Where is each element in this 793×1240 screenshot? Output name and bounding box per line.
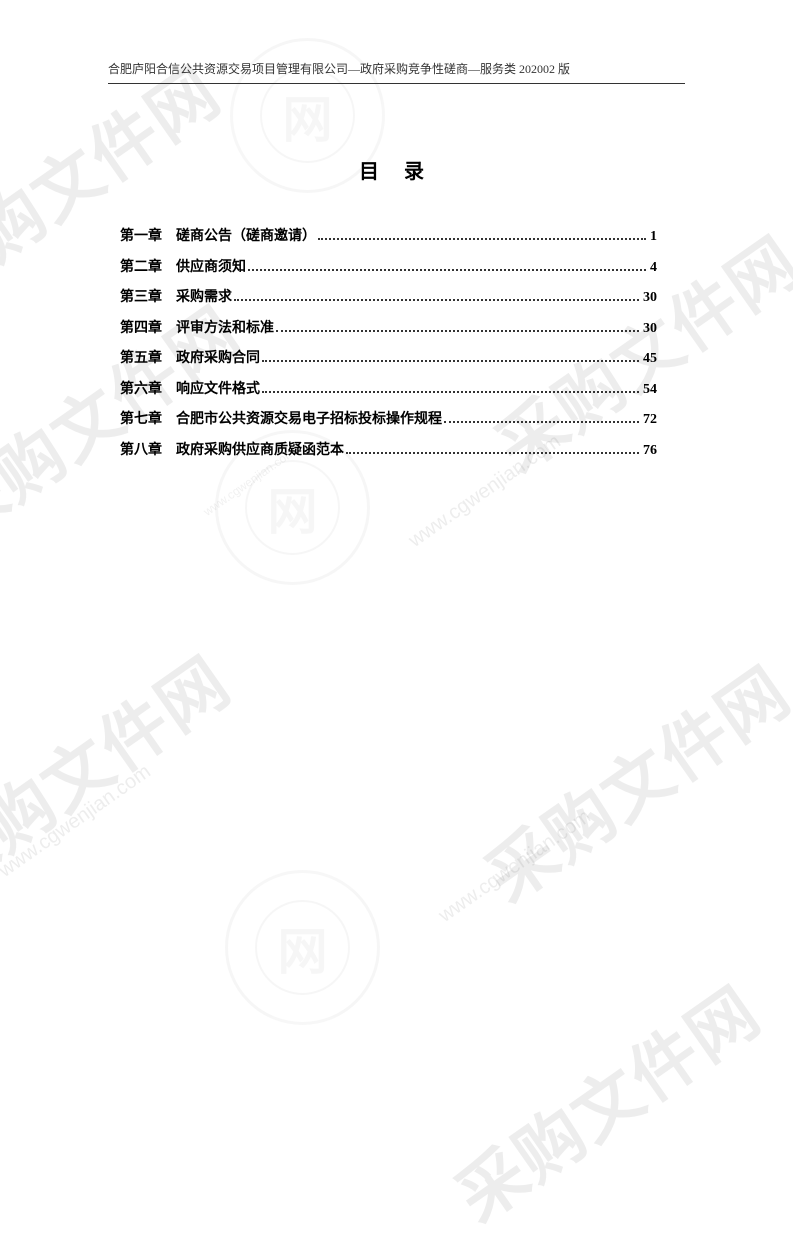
toc-dots bbox=[346, 452, 639, 454]
toc-entry: 第二章 供应商须知 4 bbox=[120, 256, 657, 276]
watermark-url: www.cgwenjian.com bbox=[195, 475, 303, 489]
toc-dots bbox=[318, 238, 646, 240]
table-of-contents: 第一章 磋商公告（磋商邀请） 1 第二章 供应商须知 4 第三章 采购需求 30… bbox=[120, 225, 657, 469]
toc-chapter-name: 政府采购供应商质疑函范本 bbox=[176, 439, 344, 459]
toc-entry: 第八章 政府采购供应商质疑函范本 76 bbox=[120, 439, 657, 459]
watermark-url: www.cgwenjian.com bbox=[395, 480, 575, 503]
toc-page-number: 30 bbox=[643, 290, 657, 306]
toc-dots bbox=[234, 299, 639, 301]
watermark-text: 采购文件网 bbox=[460, 730, 793, 829]
toc-chapter-name: 政府采购合同 bbox=[176, 347, 260, 367]
toc-page-number: 1 bbox=[650, 229, 657, 245]
toc-dots bbox=[248, 269, 646, 271]
toc-chapter-label: 第八章 bbox=[120, 439, 162, 459]
toc-entry: 第五章 政府采购合同 45 bbox=[120, 347, 657, 367]
toc-chapter-label: 第六章 bbox=[120, 378, 162, 398]
toc-chapter-label: 第五章 bbox=[120, 347, 162, 367]
watermark-logo: 网 bbox=[225, 870, 380, 1025]
toc-chapter-label: 第三章 bbox=[120, 286, 162, 306]
toc-dots bbox=[262, 391, 639, 393]
toc-chapter-name: 采购需求 bbox=[176, 286, 232, 306]
toc-entry: 第七章 合肥市公共资源交易电子招标投标操作规程 72 bbox=[120, 408, 657, 428]
toc-chapter-name: 响应文件格式 bbox=[176, 378, 260, 398]
toc-page-number: 4 bbox=[650, 260, 657, 276]
toc-page-number: 54 bbox=[643, 382, 657, 398]
header-text: 合肥庐阳合信公共资源交易项目管理有限公司—政府采购竞争性磋商—服务类 20200… bbox=[108, 62, 570, 76]
toc-chapter-label: 第二章 bbox=[120, 256, 162, 276]
toc-dots bbox=[444, 421, 639, 423]
toc-title: 目 录 bbox=[0, 155, 793, 184]
toc-chapter-name: 磋商公告（磋商邀请） bbox=[176, 225, 316, 245]
toc-page-number: 72 bbox=[643, 412, 657, 428]
page-header: 合肥庐阳合信公共资源交易项目管理有限公司—政府采购竞争性磋商—服务类 20200… bbox=[108, 60, 685, 84]
toc-chapter-name: 合肥市公共资源交易电子招标投标操作规程 bbox=[176, 408, 442, 428]
toc-chapter-name: 评审方法和标准 bbox=[176, 317, 274, 337]
toc-dots bbox=[276, 330, 639, 332]
toc-chapter-label: 第七章 bbox=[120, 408, 162, 428]
toc-entry: 第三章 采购需求 30 bbox=[120, 286, 657, 306]
toc-page-number: 45 bbox=[643, 351, 657, 367]
toc-entry: 第四章 评审方法和标准 30 bbox=[120, 317, 657, 337]
toc-page-number: 30 bbox=[643, 321, 657, 337]
toc-chapter-label: 第四章 bbox=[120, 317, 162, 337]
toc-chapter-label: 第一章 bbox=[120, 225, 162, 245]
watermark-text: 采购文件网 bbox=[430, 1050, 780, 1149]
watermark-url: www.cgwenjian.com bbox=[425, 855, 605, 878]
watermark-text: 采购文件网 bbox=[0, 720, 250, 819]
toc-entry: 第六章 响应文件格式 54 bbox=[120, 378, 657, 398]
toc-dots bbox=[262, 360, 639, 362]
watermark-url: www.cgwenjian.com bbox=[0, 810, 165, 833]
toc-page-number: 76 bbox=[643, 443, 657, 459]
toc-chapter-name: 供应商须知 bbox=[176, 256, 246, 276]
toc-entry: 第一章 磋商公告（磋商邀请） 1 bbox=[120, 225, 657, 245]
